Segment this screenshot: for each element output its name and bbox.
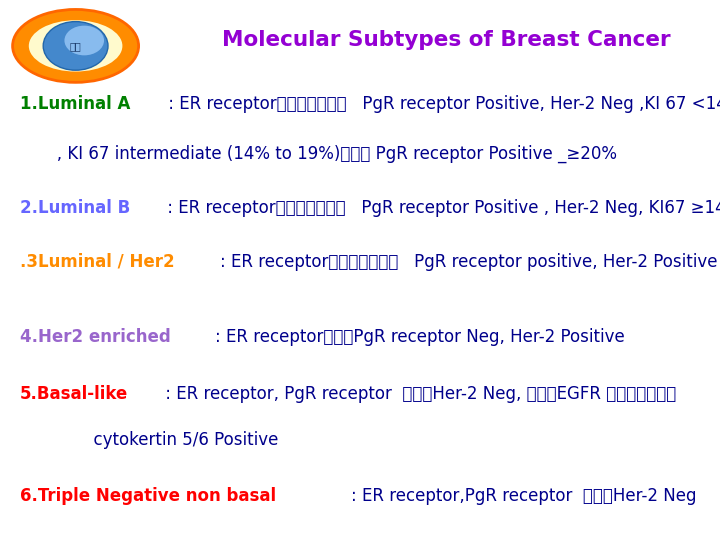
- Ellipse shape: [13, 9, 138, 82]
- Text: : ER receptor,PgR receptor  และHer-2 Neg: : ER receptor,PgR receptor และHer-2 Neg: [351, 487, 696, 505]
- Ellipse shape: [65, 25, 104, 56]
- Text: , KI 67 intermediate (14% to 19%)และ PgR receptor Positive _≥20%: , KI 67 intermediate (14% to 19%)และ PgR…: [20, 145, 617, 163]
- Text: บว: บว: [70, 41, 81, 51]
- Text: : ER receptorและหรือ   PgR receptor positive, Her-2 Positive: : ER receptorและหรือ PgR receptor positi…: [220, 253, 717, 271]
- Text: 1.Luminal A: 1.Luminal A: [20, 94, 130, 113]
- Text: cytokertin 5/6 Positive: cytokertin 5/6 Positive: [20, 431, 279, 449]
- Text: : ER receptorและหรือ   PgR receptor Positive , Her-2 Neg, KI67 ≥14%,: : ER receptorและหรือ PgR receptor Positi…: [163, 199, 720, 217]
- Text: 6.Triple Negative non basal: 6.Triple Negative non basal: [20, 487, 276, 505]
- Text: 4.Her2 enriched: 4.Her2 enriched: [20, 328, 171, 347]
- Ellipse shape: [43, 22, 108, 70]
- Text: .3Luminal / Her2: .3Luminal / Her2: [20, 253, 175, 271]
- Ellipse shape: [29, 20, 122, 71]
- Text: : ER receptor, PgR receptor  และHer-2 Neg, และEGFR และหรือ: : ER receptor, PgR receptor และHer-2 Neg…: [160, 385, 676, 403]
- Text: : ER receptorและหรือ   PgR receptor Positive, Her-2 Neg ,KI 67 <14%: : ER receptorและหรือ PgR receptor Positi…: [163, 94, 720, 113]
- Text: Molecular Subtypes of Breast Cancer: Molecular Subtypes of Breast Cancer: [222, 30, 671, 51]
- Text: 5.Basal-like: 5.Basal-like: [20, 385, 128, 403]
- Text: : ER receptorและPgR receptor Neg, Her-2 Positive: : ER receptorและPgR receptor Neg, Her-2 …: [215, 328, 624, 347]
- Text: 2.Luminal B: 2.Luminal B: [20, 199, 130, 217]
